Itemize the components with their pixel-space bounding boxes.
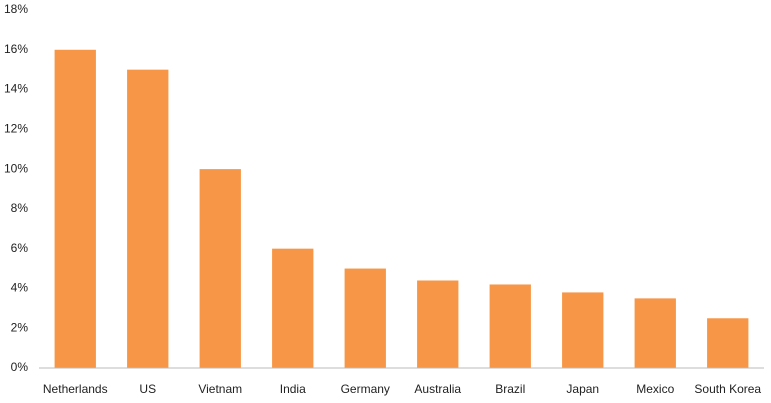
y-tick-label: 12% [4,122,28,136]
bar [127,69,169,369]
x-tick-label: Netherlands [43,382,108,396]
y-tick-label: 16% [4,42,28,56]
y-tick-label: 14% [4,82,28,96]
bar [707,318,749,368]
x-tick-label: India [280,382,306,396]
bar [417,280,459,368]
y-tick-label: 0% [11,360,29,374]
bar [489,284,531,368]
bar [562,292,604,368]
y-tick-label: 10% [4,161,28,175]
x-tick-label: Mexico [636,382,674,396]
x-tick-label: Brazil [495,382,525,396]
y-tick-label: 4% [11,281,29,295]
bar [272,248,314,368]
x-tick-label: Germany [341,382,390,396]
y-tick-label: 18% [4,2,28,16]
x-tick-label: Vietnam [198,382,242,396]
x-tick-label: Australia [414,382,461,396]
bar [634,298,676,368]
y-tick-label: 2% [11,320,29,334]
bar [344,268,386,368]
bar [199,169,241,368]
y-tick-label: 6% [11,241,29,255]
y-tick-label: 8% [11,201,29,215]
x-tick-label: US [139,382,156,396]
x-tick-label: South Korea [694,382,761,396]
x-tick-label: Japan [566,382,599,396]
bar [54,49,96,369]
